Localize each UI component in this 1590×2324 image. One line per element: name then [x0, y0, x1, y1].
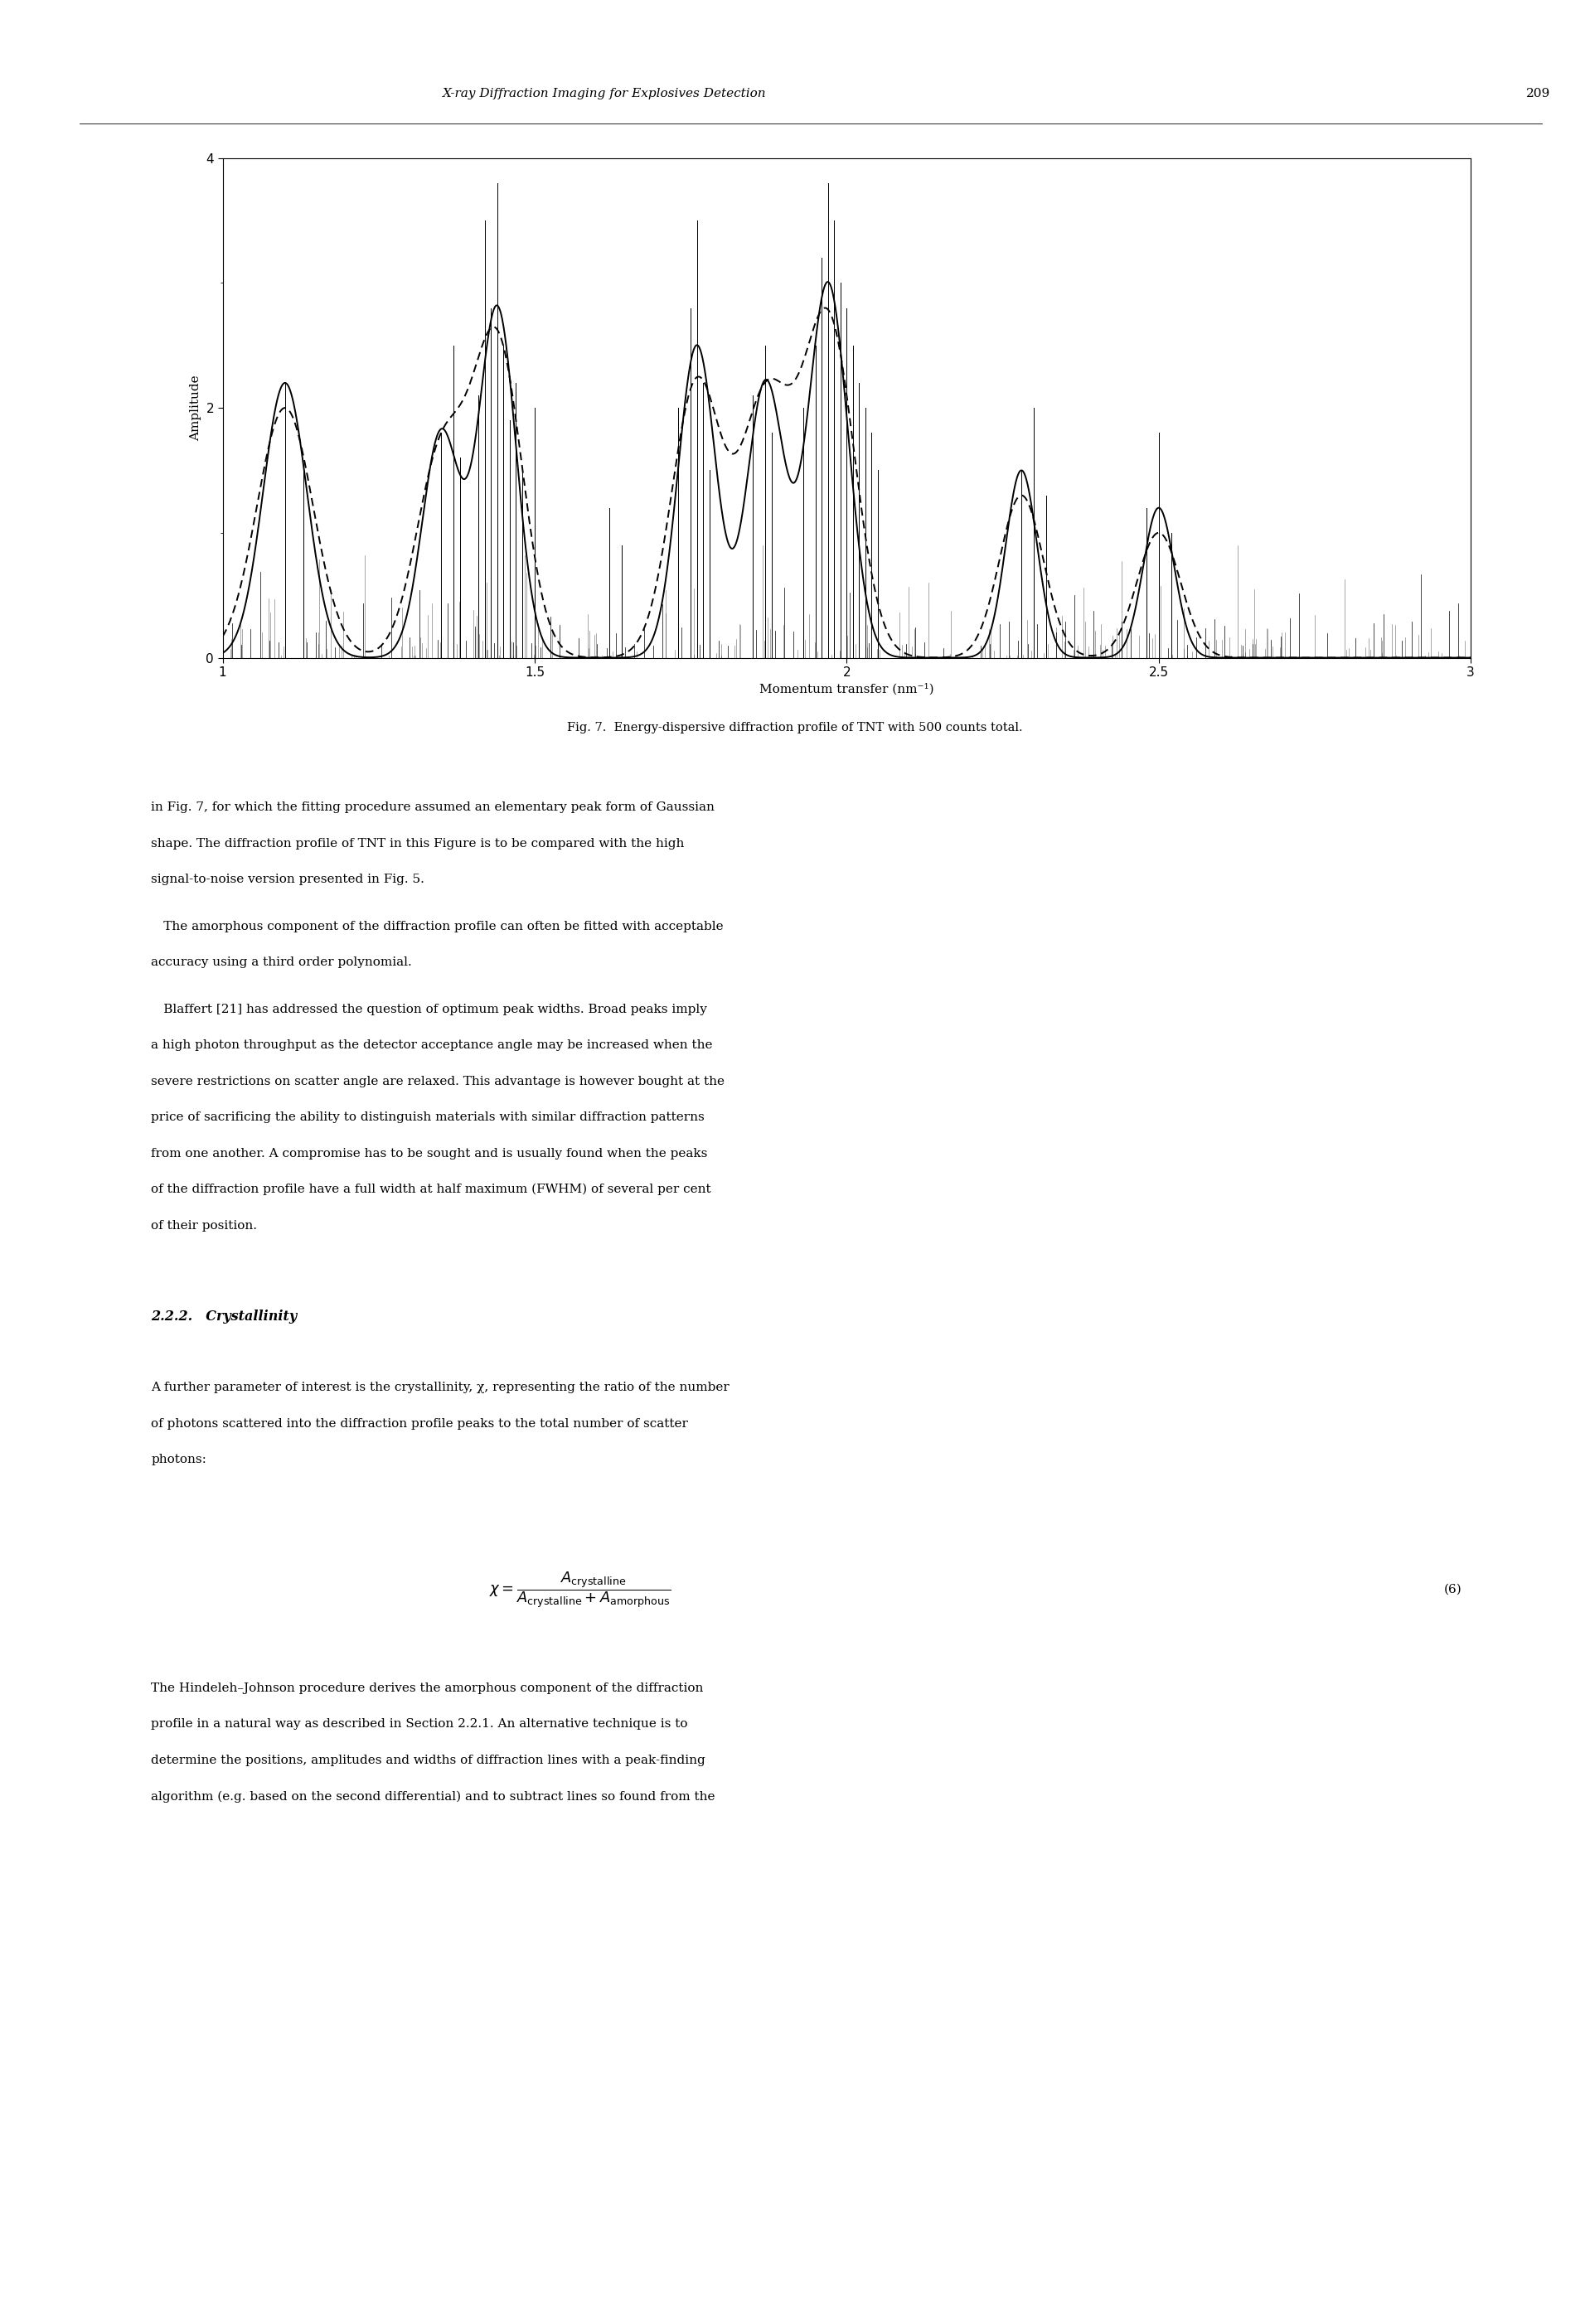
Text: signal-to-noise version presented in Fig. 5.: signal-to-noise version presented in Fig…: [151, 874, 425, 885]
Text: A further parameter of interest is the crystallinity, χ, representing the ratio : A further parameter of interest is the c…: [151, 1383, 730, 1394]
Text: of the diffraction profile have a full width at half maximum (FWHM) of several p: of the diffraction profile have a full w…: [151, 1183, 711, 1195]
Text: algorithm (e.g. based on the second differential) and to subtract lines so found: algorithm (e.g. based on the second diff…: [151, 1789, 716, 1803]
Text: in Fig. 7, for which the fitting procedure assumed an elementary peak form of Ga: in Fig. 7, for which the fitting procedu…: [151, 802, 714, 813]
Text: from one another. A compromise has to be sought and is usually found when the pe: from one another. A compromise has to be…: [151, 1148, 708, 1160]
Text: X-ray Diffraction Imaging for Explosives Detection: X-ray Diffraction Imaging for Explosives…: [442, 88, 766, 100]
Text: Blaffert [21] has addressed the question of optimum peak widths. Broad peaks imp: Blaffert [21] has addressed the question…: [151, 1004, 708, 1016]
Text: profile in a natural way as described in Section 2.2.1. An alternative technique: profile in a natural way as described in…: [151, 1717, 688, 1729]
Text: determine the positions, amplitudes and widths of diffraction lines with a peak-: determine the positions, amplitudes and …: [151, 1755, 706, 1766]
Text: (6): (6): [1444, 1585, 1463, 1597]
Text: 2.2.2. Crystallinity: 2.2.2. Crystallinity: [151, 1311, 297, 1325]
Text: a high photon throughput as the detector acceptance angle may be increased when : a high photon throughput as the detector…: [151, 1039, 712, 1050]
Text: accuracy using a third order polynomial.: accuracy using a third order polynomial.: [151, 957, 412, 969]
Text: price of sacrificing the ability to distinguish materials with similar diffracti: price of sacrificing the ability to dist…: [151, 1111, 704, 1122]
Text: 209: 209: [1526, 88, 1550, 100]
Text: $\chi = \dfrac{A_{\mathrm{crystalline}}}{A_{\mathrm{crystalline}} + A_{\mathrm{a: $\chi = \dfrac{A_{\mathrm{crystalline}}}…: [490, 1571, 671, 1611]
Text: The amorphous component of the diffraction profile can often be fitted with acce: The amorphous component of the diffracti…: [151, 920, 723, 932]
Text: photons:: photons:: [151, 1455, 207, 1466]
Text: severe restrictions on scatter angle are relaxed. This advantage is however boug: severe restrictions on scatter angle are…: [151, 1076, 725, 1088]
Text: Fig. 7.  Energy-dispersive diffraction profile of TNT with 500 counts total.: Fig. 7. Energy-dispersive diffraction pr…: [568, 723, 1022, 732]
Y-axis label: Amplitude: Amplitude: [189, 374, 202, 442]
Text: of their position.: of their position.: [151, 1220, 258, 1232]
Text: shape. The diffraction profile of TNT in this Figure is to be compared with the : shape. The diffraction profile of TNT in…: [151, 839, 684, 848]
Text: of photons scattered into the diffraction profile peaks to the total number of s: of photons scattered into the diffractio…: [151, 1418, 688, 1429]
X-axis label: Momentum transfer (nm⁻¹): Momentum transfer (nm⁻¹): [760, 683, 933, 695]
Text: The Hindeleh–Johnson procedure derives the amorphous component of the diffractio: The Hindeleh–Johnson procedure derives t…: [151, 1683, 703, 1694]
